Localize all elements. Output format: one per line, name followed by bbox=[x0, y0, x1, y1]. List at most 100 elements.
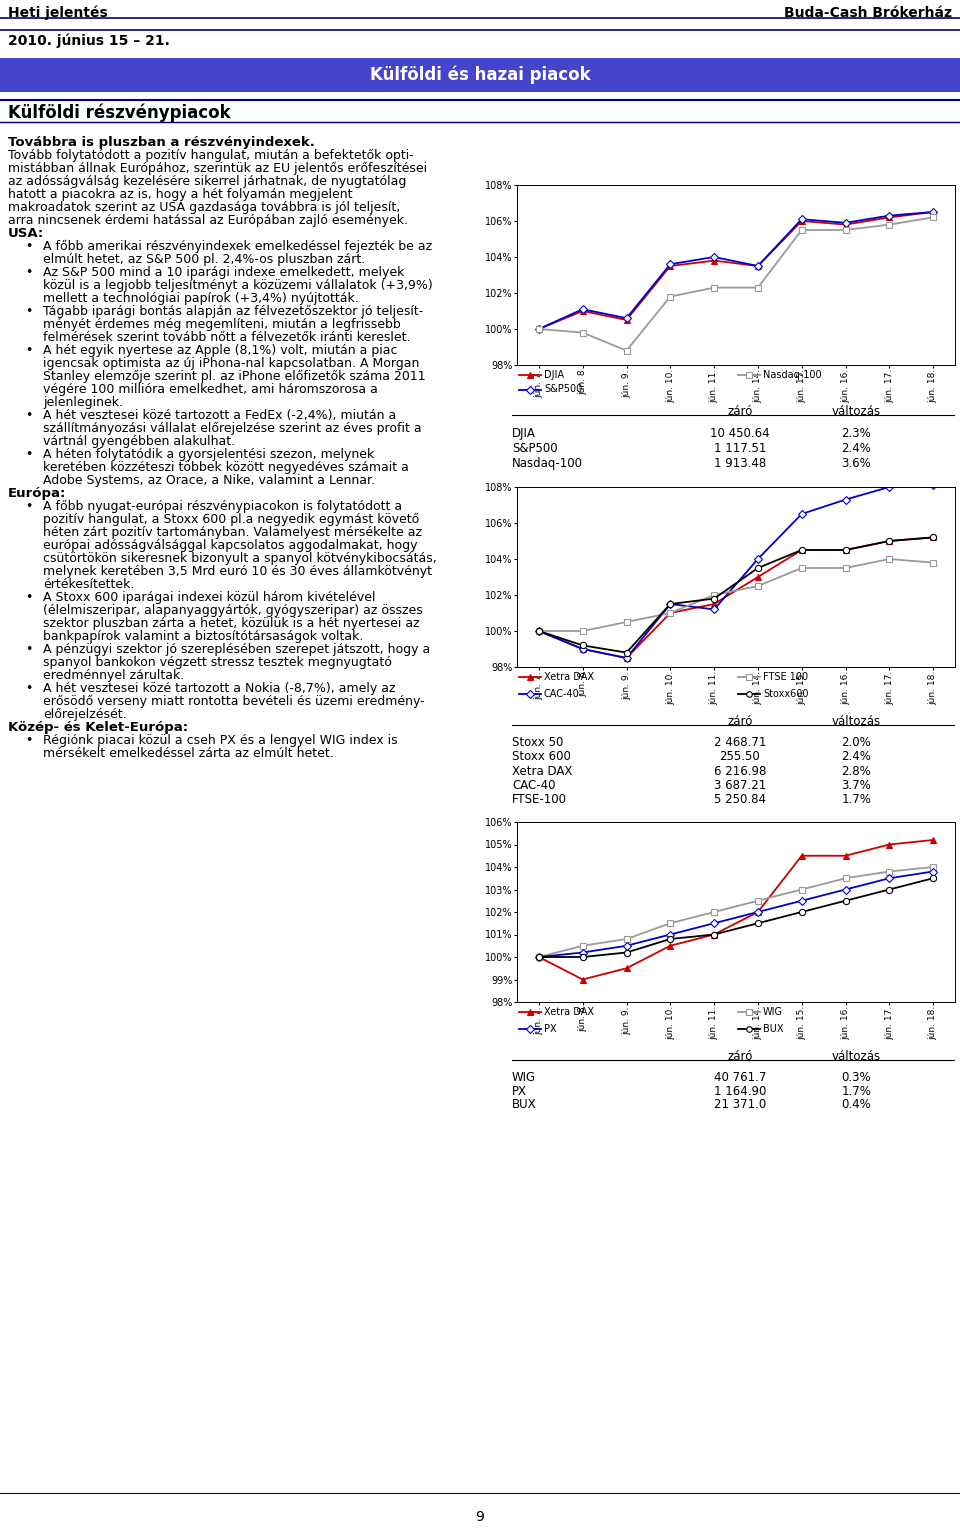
Text: Külföldi és hazai piacok: Külföldi és hazai piacok bbox=[370, 66, 590, 84]
Text: •: • bbox=[25, 591, 33, 603]
Text: spanyol bankokon végzett stressz tesztek megnyugtató: spanyol bankokon végzett stressz tesztek… bbox=[43, 655, 392, 669]
Text: arra nincsenek érdemi hatással az Európában zajló események.: arra nincsenek érdemi hatással az Európá… bbox=[8, 213, 408, 227]
Text: S&P500: S&P500 bbox=[544, 384, 583, 394]
Text: Xetra DAX: Xetra DAX bbox=[544, 1007, 594, 1018]
Text: 1 164.90: 1 164.90 bbox=[714, 1085, 766, 1098]
Text: A hét egyik nyertese az Apple (8,1%) volt, miután a piac: A hét egyik nyertese az Apple (8,1%) vol… bbox=[43, 344, 397, 358]
Text: héten zárt pozitív tartományban. Valamelyest mérsékelte az: héten zárt pozitív tartományban. Valamel… bbox=[43, 527, 422, 539]
Text: 1.7%: 1.7% bbox=[842, 794, 872, 806]
Text: Külföldi részvénypiacok: Külföldi részvénypiacok bbox=[8, 104, 230, 123]
Text: WIG: WIG bbox=[512, 1071, 536, 1084]
Text: Xetra DAX: Xetra DAX bbox=[544, 672, 594, 682]
Text: változás: változás bbox=[832, 715, 881, 728]
Text: keretében közzéteszi többek között negyedéves számait a: keretében közzéteszi többek között negye… bbox=[43, 460, 409, 474]
Text: 3.7%: 3.7% bbox=[842, 778, 872, 792]
Text: •: • bbox=[25, 500, 33, 513]
Text: csütörtökön sikeresnek bizonyult a spanyol kötvénykibocsátás,: csütörtökön sikeresnek bizonyult a spany… bbox=[43, 553, 437, 565]
Text: erősödő verseny miatt rontotta bevételi és üzemi eredmény-: erősödő verseny miatt rontotta bevételi … bbox=[43, 695, 424, 708]
Text: jelenleginek.: jelenleginek. bbox=[43, 396, 123, 408]
Text: 2 468.71: 2 468.71 bbox=[714, 737, 766, 749]
Text: •: • bbox=[25, 682, 33, 695]
Text: mérsékelt emelkedéssel zárta az elmúlt hetet.: mérsékelt emelkedéssel zárta az elmúlt h… bbox=[43, 748, 334, 760]
Text: 5 250.84: 5 250.84 bbox=[714, 794, 766, 806]
Text: változás: változás bbox=[832, 1050, 881, 1064]
Text: 1 913.48: 1 913.48 bbox=[714, 457, 766, 470]
Text: Tovább folytatódott a pozitív hangulat, miután a befektetők opti-: Tovább folytatódott a pozitív hangulat, … bbox=[8, 149, 414, 163]
Text: Xetra DAX: Xetra DAX bbox=[512, 764, 572, 778]
Text: felmérések szerint tovább nőtt a félvezetők iránti kereslet.: felmérések szerint tovább nőtt a félveze… bbox=[43, 332, 411, 344]
Text: A hét vesztesei közé tartozott a FedEx (-2,4%), miután a: A hét vesztesei közé tartozott a FedEx (… bbox=[43, 408, 396, 422]
Text: előrejelzését.: előrejelzését. bbox=[43, 708, 127, 721]
Bar bbox=[0, 58, 960, 92]
Text: szektor pluszban zárta a hetet, közülük is a hét nyertesei az: szektor pluszban zárta a hetet, közülük … bbox=[43, 617, 420, 629]
Text: bankpapírok valamint a biztosítótársaságok voltak.: bankpapírok valamint a biztosítótársaság… bbox=[43, 629, 364, 643]
Text: 1 117.51: 1 117.51 bbox=[714, 442, 766, 454]
Text: S&P500: S&P500 bbox=[512, 442, 558, 454]
Text: •: • bbox=[25, 266, 33, 279]
Text: 2.3%: 2.3% bbox=[842, 427, 872, 441]
Text: Stoxx 50: Stoxx 50 bbox=[512, 737, 564, 749]
Text: FTSE-100: FTSE-100 bbox=[512, 794, 567, 806]
Text: •: • bbox=[25, 643, 33, 655]
Text: A pénzügyi szektor jó szereplésében szerepet játszott, hogy a: A pénzügyi szektor jó szereplésében szer… bbox=[43, 643, 430, 655]
Text: közül is a legjobb teljesítményt a közüzemi vállalatok (+3,9%): közül is a legjobb teljesítményt a közüz… bbox=[43, 279, 433, 292]
Text: •: • bbox=[25, 408, 33, 422]
Text: ményét érdemes még megemlíteni, miután a legfrissebb: ményét érdemes még megemlíteni, miután a… bbox=[43, 318, 400, 332]
Text: elmúlt hetet, az S&P 500 pl. 2,4%-os pluszban zárt.: elmúlt hetet, az S&P 500 pl. 2,4%-os plu… bbox=[43, 253, 365, 266]
Text: FTSE 100: FTSE 100 bbox=[763, 672, 808, 682]
Text: melynek keretében 3,5 Mrd euró 10 és 30 éves államkötvényt: melynek keretében 3,5 Mrd euró 10 és 30 … bbox=[43, 565, 432, 579]
Text: 255.50: 255.50 bbox=[720, 751, 760, 763]
Text: végére 100 millióra emelkedhet, ami háromszorosa a: végére 100 millióra emelkedhet, ami háro… bbox=[43, 384, 378, 396]
Text: Buda-Cash Brókerház: Buda-Cash Brókerház bbox=[784, 6, 952, 20]
Text: értékesítettek.: értékesítettek. bbox=[43, 579, 134, 591]
Text: USA:: USA: bbox=[8, 227, 44, 239]
Text: 2.4%: 2.4% bbox=[842, 442, 872, 454]
Text: eredménnyel zárultak.: eredménnyel zárultak. bbox=[43, 669, 184, 682]
Text: •: • bbox=[25, 239, 33, 253]
Text: Az S&P 500 mind a 10 iparági indexe emelkedett, melyek: Az S&P 500 mind a 10 iparági indexe emel… bbox=[43, 266, 404, 279]
Text: A főbb nyugat-európai részvénypiacokon is folytatódott a: A főbb nyugat-európai részvénypiacokon i… bbox=[43, 500, 402, 513]
Text: Heti jelentés: Heti jelentés bbox=[8, 6, 108, 20]
Text: 0.4%: 0.4% bbox=[842, 1099, 872, 1111]
Text: záró: záró bbox=[728, 715, 753, 728]
Text: Régiónk piacai közül a cseh PX és a lengyel WIG index is: Régiónk piacai közül a cseh PX és a leng… bbox=[43, 734, 397, 748]
Text: makroadatok szerint az USA gazdasága továbbra is jól teljesít,: makroadatok szerint az USA gazdasága tov… bbox=[8, 201, 400, 213]
Text: Stanley elemzője szerint pl. az iPhone előfizetők száma 2011: Stanley elemzője szerint pl. az iPhone e… bbox=[43, 370, 425, 384]
Text: Továbbra is pluszban a részvényindexek.: Továbbra is pluszban a részvényindexek. bbox=[8, 137, 315, 149]
Text: PX: PX bbox=[512, 1085, 527, 1098]
Text: 2.0%: 2.0% bbox=[842, 737, 872, 749]
Text: mistábban állnak Európához, szerintük az EU jelentős erőfeszítései: mistábban állnak Európához, szerintük az… bbox=[8, 163, 427, 175]
Text: •: • bbox=[25, 305, 33, 318]
Text: A főbb amerikai részvényindexek emelkedéssel fejezték be az: A főbb amerikai részvényindexek emelkedé… bbox=[43, 239, 432, 253]
Text: BUX: BUX bbox=[763, 1024, 783, 1033]
Text: •: • bbox=[25, 344, 33, 358]
Text: Tágabb iparági bontás alapján az félvezetőszektor jó teljesít-: Tágabb iparági bontás alapján az félveze… bbox=[43, 305, 423, 318]
Text: az adósságválság kezelésére sikerrel járhatnak, de nyugtatólag: az adósságválság kezelésére sikerrel jár… bbox=[8, 175, 406, 187]
Text: Stoxx 600: Stoxx 600 bbox=[512, 751, 571, 763]
Text: vártnál gyengébben alakulhat.: vártnál gyengébben alakulhat. bbox=[43, 434, 235, 448]
Text: záró: záró bbox=[728, 1050, 753, 1064]
Text: 2.8%: 2.8% bbox=[842, 764, 872, 778]
Text: •: • bbox=[25, 448, 33, 460]
Text: pozitív hangulat, a Stoxx 600 pl.a negyedik egymást követő: pozitív hangulat, a Stoxx 600 pl.a negye… bbox=[43, 513, 420, 527]
Text: (élelmiszeripar, alapanyaggyártók, gyógyszeripar) az összes: (élelmiszeripar, alapanyaggyártók, gyógy… bbox=[43, 603, 422, 617]
Text: hatott a piacokra az is, hogy a hét folyamán megjelent: hatott a piacokra az is, hogy a hét foly… bbox=[8, 187, 352, 201]
Text: 10 450.64: 10 450.64 bbox=[710, 427, 770, 441]
Text: 3.6%: 3.6% bbox=[842, 457, 872, 470]
Text: szállítmányozási vállalat előrejelzése szerint az éves profit a: szállítmányozási vállalat előrejelzése s… bbox=[43, 422, 421, 434]
Text: 6 216.98: 6 216.98 bbox=[714, 764, 766, 778]
Text: A héten folytatódik a gyorsjelentési szezon, melynek: A héten folytatódik a gyorsjelentési sze… bbox=[43, 448, 374, 460]
Text: mellett a technológiai papírok (+3,4%) nyújtották.: mellett a technológiai papírok (+3,4%) n… bbox=[43, 292, 359, 305]
Text: Adobe Systems, az Orace, a Nike, valamint a Lennar.: Adobe Systems, az Orace, a Nike, valamin… bbox=[43, 474, 375, 487]
Text: 1.7%: 1.7% bbox=[842, 1085, 872, 1098]
Text: Nasdaq-100: Nasdaq-100 bbox=[512, 457, 583, 470]
Text: BUX: BUX bbox=[512, 1099, 537, 1111]
Text: Nasdaq-100: Nasdaq-100 bbox=[763, 370, 822, 379]
Text: Stoxx600: Stoxx600 bbox=[763, 689, 808, 698]
Text: CAC-40: CAC-40 bbox=[544, 689, 580, 698]
Text: 2.4%: 2.4% bbox=[842, 751, 872, 763]
Text: 21 371.0: 21 371.0 bbox=[714, 1099, 766, 1111]
Text: európai adósságválsággal kapcsolatos aggodalmakat, hogy: európai adósságválsággal kapcsolatos agg… bbox=[43, 539, 418, 553]
Text: A hét vesztesei közé tartozott a Nokia (-8,7%), amely az: A hét vesztesei közé tartozott a Nokia (… bbox=[43, 682, 396, 695]
Text: Közép- és Kelet-Európa:: Közép- és Kelet-Európa: bbox=[8, 721, 188, 734]
